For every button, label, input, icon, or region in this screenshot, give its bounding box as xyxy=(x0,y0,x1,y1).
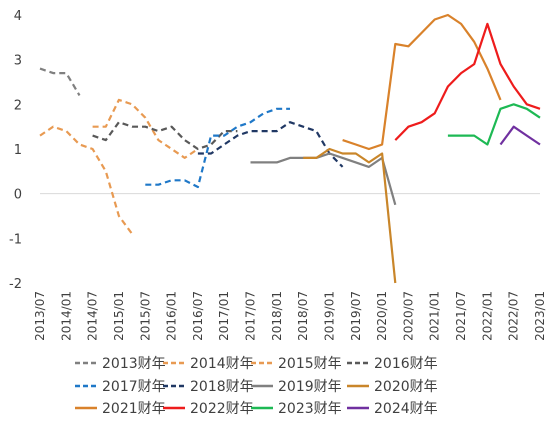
legend-label: 2018财年 xyxy=(190,379,254,395)
series-line-3 xyxy=(92,121,238,151)
legend-item: 2019财年 xyxy=(251,379,342,395)
x-tick-label: 2018/01 xyxy=(270,291,284,341)
legend-label: 2015财年 xyxy=(278,356,342,372)
x-tick-label: 2021/07 xyxy=(454,291,468,341)
series-line-11 xyxy=(499,125,541,146)
legend-label: 2019财年 xyxy=(278,379,342,395)
x-tick-label: 2020/01 xyxy=(375,291,389,341)
x-tick-label: 2014/07 xyxy=(86,291,100,341)
series-line-1 xyxy=(39,125,133,235)
legend-item: 2021财年 xyxy=(75,401,166,417)
legend-label: 2017财年 xyxy=(102,379,166,395)
legend: 2013财年 2014财年 2015财年 2016财年 2017财年 2018财年 2019… xyxy=(75,356,438,417)
series-line-10 xyxy=(447,103,541,146)
series-line-9 xyxy=(394,22,541,141)
legend-label: 2013财年 xyxy=(102,356,166,372)
x-tick-label: 2016/07 xyxy=(191,291,205,341)
legend-label: 2022财年 xyxy=(190,401,254,417)
x-tick-label: 2015/01 xyxy=(112,291,126,341)
series-line-7 xyxy=(303,147,397,284)
legend-item: 2022财年 xyxy=(163,401,254,417)
series-line-0 xyxy=(39,67,81,96)
series-line-6 xyxy=(250,152,397,206)
y-tick-label: 4 xyxy=(14,9,22,24)
legend-item: 2024财年 xyxy=(347,401,438,417)
x-tick-label: 2015/07 xyxy=(138,291,152,341)
x-tick-label: 2017/01 xyxy=(217,291,231,341)
legend-label: 2014财年 xyxy=(190,356,254,372)
legend-label: 2024财年 xyxy=(374,401,438,417)
x-tick-label: 2021/01 xyxy=(428,291,442,341)
series-line-2 xyxy=(92,98,199,159)
y-tick-label: 0 xyxy=(14,188,22,203)
legend-item: 2016财年 xyxy=(347,356,438,372)
x-tick-label: 2016/01 xyxy=(165,291,179,341)
legend-item: 2013财年 xyxy=(75,356,166,372)
x-tick-label: 2023/01 xyxy=(533,291,547,341)
y-tick-label: 2 xyxy=(14,98,22,113)
x-tick-label: 2022/07 xyxy=(507,291,521,341)
legend-item: 2018财年 xyxy=(163,379,254,395)
legend-item: 2023财年 xyxy=(251,401,342,417)
x-tick-label: 2019/07 xyxy=(349,291,363,341)
x-tick-label: 2013/07 xyxy=(33,291,47,341)
legend-label: 2020财年 xyxy=(374,379,438,395)
series-layer xyxy=(39,13,541,284)
series-line-5 xyxy=(197,121,344,168)
legend-item: 2020财年 xyxy=(347,379,438,395)
y-tick-label: -2 xyxy=(9,277,22,292)
x-tick-label: 2017/07 xyxy=(244,291,258,341)
y-tick-label: 3 xyxy=(14,54,22,69)
x-tick-label: 2022/01 xyxy=(480,291,494,341)
x-tick-label: 2018/07 xyxy=(296,291,310,341)
x-tick-label: 2019/01 xyxy=(322,291,336,341)
series-line-8 xyxy=(342,13,502,151)
axis-layer: -2 -1 0 1 2 3 4 2013/07 2014/01 2014/07 2015/01 201… xyxy=(9,9,547,341)
legend-label: 2021财年 xyxy=(102,401,166,417)
x-tick-label: 2014/01 xyxy=(59,291,73,341)
y-tick-label: 1 xyxy=(14,143,22,158)
series-line-4 xyxy=(145,107,290,189)
legend-label: 2016财年 xyxy=(374,356,438,372)
x-tick-label: 2020/07 xyxy=(401,291,415,341)
legend-item: 2014财年 xyxy=(163,356,254,372)
legend-item: 2015财年 xyxy=(251,356,342,372)
y-tick-label: -1 xyxy=(9,232,22,247)
legend-label: 2023财年 xyxy=(278,401,342,417)
legend-item: 2017财年 xyxy=(75,379,166,395)
